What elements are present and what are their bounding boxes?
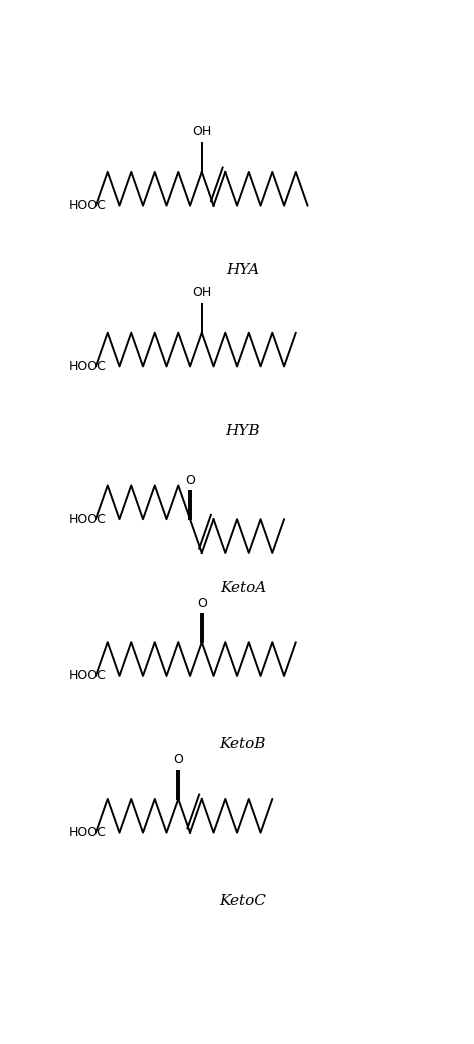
Text: O: O — [197, 597, 207, 610]
Text: HOOC: HOOC — [68, 826, 106, 839]
Text: OH: OH — [192, 125, 211, 139]
Text: KetoA: KetoA — [220, 580, 266, 594]
Text: HOOC: HOOC — [68, 669, 106, 683]
Text: HYA: HYA — [226, 263, 260, 277]
Text: KetoC: KetoC — [219, 894, 266, 908]
Text: HOOC: HOOC — [68, 513, 106, 526]
Text: OH: OH — [192, 286, 211, 300]
Text: KetoB: KetoB — [219, 737, 266, 752]
Text: HOOC: HOOC — [68, 199, 106, 212]
Text: O: O — [173, 754, 183, 766]
Text: HYB: HYB — [226, 424, 260, 437]
Text: O: O — [185, 474, 195, 487]
Text: HOOC: HOOC — [68, 360, 106, 373]
